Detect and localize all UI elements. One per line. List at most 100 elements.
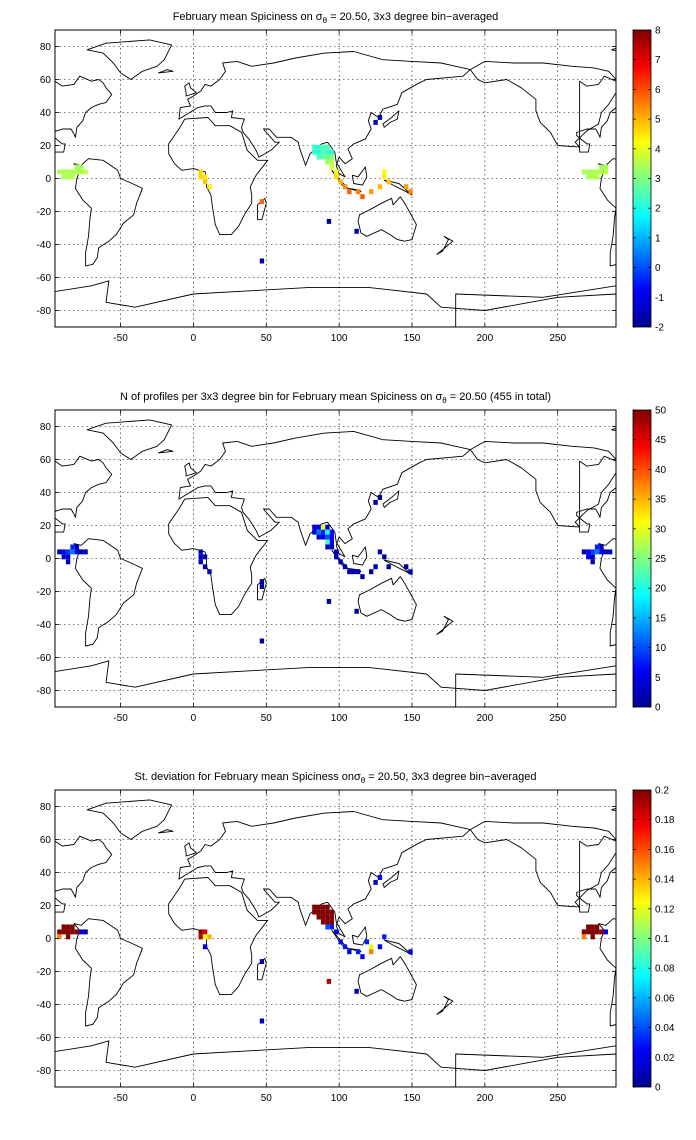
y-tick-label: 60 xyxy=(40,75,52,86)
y-tick-label: -20 xyxy=(37,587,52,598)
plot-content xyxy=(55,790,616,1087)
data-cell xyxy=(316,524,321,530)
coastline xyxy=(55,835,113,913)
data-cell xyxy=(325,529,330,535)
data-cell xyxy=(259,579,265,585)
x-tick-label: 150 xyxy=(404,713,421,724)
chart-title: St. deviation for February mean Spicines… xyxy=(134,771,536,785)
data-cell xyxy=(334,174,339,180)
data-cell xyxy=(83,929,88,935)
coastline xyxy=(351,166,368,186)
y-tick-label: 40 xyxy=(40,488,52,499)
data-cell xyxy=(61,924,66,930)
coastline xyxy=(178,51,471,178)
coastline xyxy=(351,546,368,566)
data-cell xyxy=(198,559,203,565)
colorbar-tick-label: 10 xyxy=(655,643,667,654)
colorbar-tick-label: 20 xyxy=(655,584,667,595)
data-cell xyxy=(590,924,595,930)
data-cell xyxy=(354,608,359,614)
coastline xyxy=(86,39,173,80)
coastline xyxy=(469,60,616,148)
data-cell xyxy=(342,184,348,190)
y-tick-label: -40 xyxy=(37,1000,52,1011)
data-cell xyxy=(329,919,335,925)
data-cell xyxy=(259,258,265,264)
data-cell xyxy=(382,169,387,175)
coastline xyxy=(576,455,616,533)
x-tick-label: 200 xyxy=(477,333,494,344)
data-cell xyxy=(320,904,326,910)
x-tick-label: 0 xyxy=(191,713,197,724)
y-tick-label: 0 xyxy=(45,934,51,945)
colorbar-tick-label: -1 xyxy=(655,293,664,304)
data-cell xyxy=(259,584,265,590)
title-text-end: = 20.50 (455 in total) xyxy=(447,391,551,403)
data-cell xyxy=(70,169,75,175)
colorbar-tick-label: 4 xyxy=(655,144,661,155)
data-cell xyxy=(325,914,330,920)
data-cell xyxy=(316,904,321,910)
data-cell xyxy=(329,544,335,550)
data-cell xyxy=(57,934,62,940)
data-cell xyxy=(79,929,84,935)
data-cell xyxy=(83,169,88,175)
data-cell xyxy=(403,184,409,190)
colorbar-tick-label: 2 xyxy=(655,204,661,215)
data-cell xyxy=(74,929,80,935)
data-cell xyxy=(312,524,317,530)
data-cell xyxy=(586,924,591,930)
coastline xyxy=(351,926,368,946)
colorbar-tick-label: 0.04 xyxy=(655,1023,675,1034)
data-cell xyxy=(594,549,600,555)
data-cell xyxy=(325,524,330,530)
data-cell xyxy=(603,929,608,935)
data-cell xyxy=(377,114,383,120)
data-cell xyxy=(360,954,365,960)
data-cell xyxy=(329,529,335,535)
data-cell xyxy=(329,539,335,545)
data-cell xyxy=(347,949,352,955)
y-tick-label: 80 xyxy=(40,42,52,53)
x-tick-label: 0 xyxy=(191,333,197,344)
coastline xyxy=(611,47,616,52)
y-tick-label: -20 xyxy=(37,967,52,978)
coastline xyxy=(86,419,173,460)
data-cell xyxy=(312,909,317,915)
y-tick-label: 0 xyxy=(45,554,51,565)
data-cell xyxy=(316,909,321,915)
data-cell xyxy=(590,174,595,180)
data-cell xyxy=(599,169,604,175)
coastline xyxy=(257,577,267,601)
data-cell xyxy=(70,549,75,555)
coastline xyxy=(55,75,113,153)
coastline xyxy=(55,1040,616,1087)
colorbar-tick-label: 25 xyxy=(655,554,667,565)
data-cell xyxy=(581,169,587,175)
x-tick-label: 50 xyxy=(261,1093,273,1104)
y-tick-label: -40 xyxy=(37,620,52,631)
data-cell xyxy=(377,549,383,555)
data-cell xyxy=(65,559,71,565)
data-cell xyxy=(329,149,335,155)
coastline xyxy=(382,110,400,128)
data-cell xyxy=(334,929,339,935)
x-tick-label: 100 xyxy=(331,713,348,724)
data-cell xyxy=(74,549,80,555)
coastline xyxy=(158,829,174,834)
data-cell xyxy=(325,539,330,545)
chart-title: N of profiles per 3x3 degree bin for Feb… xyxy=(120,391,551,405)
data-cell xyxy=(599,164,604,170)
data-cell xyxy=(342,564,348,570)
data-cell xyxy=(326,218,332,224)
y-tick-label: 40 xyxy=(40,108,52,119)
data-cell xyxy=(325,159,330,165)
data-cell xyxy=(329,534,335,540)
y-tick-label: 0 xyxy=(45,174,51,185)
data-cell xyxy=(70,544,75,550)
colorbar-tick-label: 0 xyxy=(655,703,661,714)
data-cell xyxy=(590,934,595,940)
data-cell xyxy=(320,154,326,160)
data-cell xyxy=(369,569,374,575)
